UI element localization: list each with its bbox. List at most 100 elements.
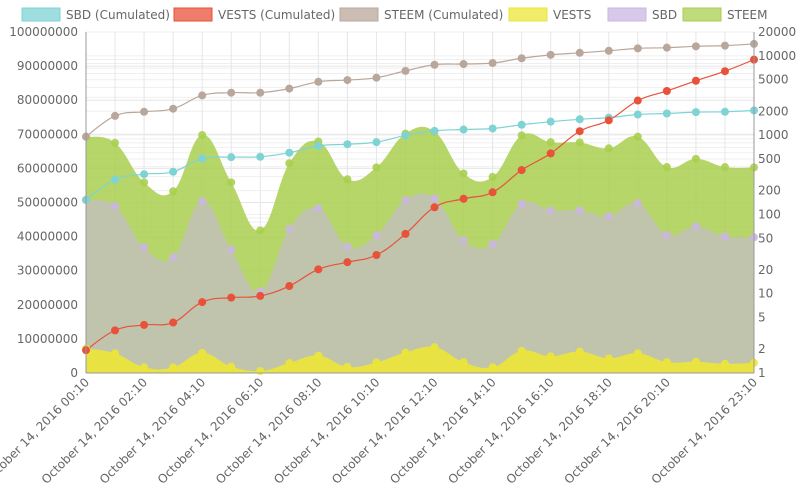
point-steem[interactable] <box>227 178 236 187</box>
point-vests-cumulated[interactable] <box>169 318 178 327</box>
point-steem-cumulated[interactable] <box>720 41 729 50</box>
point-vests[interactable] <box>372 358 381 367</box>
point-sbd-cumulated[interactable] <box>488 124 497 133</box>
point-sbd-cumulated[interactable] <box>575 115 584 124</box>
point-sbd[interactable] <box>140 243 149 252</box>
point-vests[interactable] <box>488 363 497 372</box>
point-vests[interactable] <box>169 363 178 372</box>
point-steem[interactable] <box>604 144 613 153</box>
legend-item-sbd[interactable]: SBD <box>607 7 677 22</box>
point-steem[interactable] <box>140 178 149 187</box>
point-vests[interactable] <box>227 362 236 371</box>
point-vests-cumulated[interactable] <box>372 251 381 260</box>
point-sbd[interactable] <box>633 199 642 208</box>
point-steem[interactable] <box>517 131 526 140</box>
point-steem-cumulated[interactable] <box>430 60 439 69</box>
point-sbd[interactable] <box>227 245 236 254</box>
point-vests[interactable] <box>720 359 729 368</box>
point-sbd-cumulated[interactable] <box>662 109 671 118</box>
point-steem[interactable] <box>285 159 294 168</box>
point-vests[interactable] <box>633 349 642 358</box>
point-steem[interactable] <box>691 154 700 163</box>
point-steem-cumulated[interactable] <box>140 107 149 116</box>
point-sbd[interactable] <box>198 197 207 206</box>
point-vests-cumulated[interactable] <box>546 149 555 158</box>
point-sbd[interactable] <box>459 236 468 245</box>
point-vests[interactable] <box>140 363 149 372</box>
point-sbd[interactable] <box>111 201 120 210</box>
point-sbd[interactable] <box>314 204 323 213</box>
point-vests[interactable] <box>517 346 526 355</box>
point-vests-cumulated[interactable] <box>517 166 526 175</box>
point-sbd[interactable] <box>401 196 410 205</box>
point-vests-cumulated[interactable] <box>459 194 468 203</box>
point-sbd[interactable] <box>430 194 439 203</box>
point-steem[interactable] <box>459 169 468 178</box>
point-vests-cumulated[interactable] <box>430 203 439 212</box>
point-sbd[interactable] <box>169 253 178 262</box>
point-vests[interactable] <box>343 362 352 371</box>
point-vests-cumulated[interactable] <box>604 116 613 125</box>
point-sbd[interactable] <box>517 199 526 208</box>
point-steem-cumulated[interactable] <box>256 88 265 97</box>
point-vests-cumulated[interactable] <box>343 258 352 267</box>
point-sbd-cumulated[interactable] <box>111 175 120 184</box>
point-sbd[interactable] <box>575 206 584 215</box>
point-vests[interactable] <box>401 348 410 357</box>
point-vests[interactable] <box>256 366 265 375</box>
point-steem[interactable] <box>343 175 352 184</box>
point-sbd[interactable] <box>691 222 700 231</box>
point-steem-cumulated[interactable] <box>575 48 584 57</box>
point-steem[interactable] <box>198 130 207 139</box>
point-vests[interactable] <box>459 358 468 367</box>
point-vests-cumulated[interactable] <box>720 67 729 76</box>
point-steem[interactable] <box>256 226 265 235</box>
legend[interactable]: SBD (Cumulated) VESTS (Cumulated) STEEM (C… <box>21 7 767 22</box>
point-sbd[interactable] <box>285 225 294 234</box>
point-vests[interactable] <box>546 352 555 361</box>
point-vests[interactable] <box>430 343 439 352</box>
point-steem-cumulated[interactable] <box>401 66 410 75</box>
point-sbd-cumulated[interactable] <box>169 167 178 176</box>
point-vests-cumulated[interactable] <box>401 229 410 238</box>
point-sbd-cumulated[interactable] <box>343 140 352 149</box>
point-vests-cumulated[interactable] <box>488 188 497 197</box>
point-sbd-cumulated[interactable] <box>372 138 381 147</box>
point-sbd[interactable] <box>343 242 352 251</box>
point-steem[interactable] <box>633 132 642 141</box>
point-vests-cumulated[interactable] <box>140 320 149 329</box>
point-vests-cumulated[interactable] <box>285 282 294 291</box>
point-steem-cumulated[interactable] <box>488 59 497 68</box>
point-sbd[interactable] <box>662 230 671 239</box>
point-sbd-cumulated[interactable] <box>401 131 410 140</box>
point-sbd-cumulated[interactable] <box>546 117 555 126</box>
point-vests[interactable] <box>662 358 671 367</box>
point-steem[interactable] <box>720 163 729 172</box>
point-sbd-cumulated[interactable] <box>430 126 439 135</box>
point-sbd-cumulated[interactable] <box>256 152 265 161</box>
point-steem-cumulated[interactable] <box>517 54 526 63</box>
point-steem-cumulated[interactable] <box>604 46 613 55</box>
point-steem[interactable] <box>488 172 497 181</box>
point-vests[interactable] <box>285 359 294 368</box>
point-sbd-cumulated[interactable] <box>691 108 700 117</box>
point-sbd-cumulated[interactable] <box>517 120 526 129</box>
point-steem-cumulated[interactable] <box>227 88 236 97</box>
point-sbd-cumulated[interactable] <box>198 154 207 163</box>
point-vests[interactable] <box>314 351 323 360</box>
point-sbd-cumulated[interactable] <box>227 153 236 162</box>
point-sbd-cumulated[interactable] <box>285 148 294 157</box>
point-steem[interactable] <box>169 187 178 196</box>
point-vests-cumulated[interactable] <box>256 291 265 300</box>
point-vests-cumulated[interactable] <box>633 96 642 105</box>
point-vests[interactable] <box>198 348 207 357</box>
legend-item-steem[interactable]: STEEM <box>682 7 767 22</box>
point-vests-cumulated[interactable] <box>227 293 236 302</box>
point-steem-cumulated[interactable] <box>546 50 555 59</box>
point-steem-cumulated[interactable] <box>691 42 700 51</box>
point-sbd-cumulated[interactable] <box>314 141 323 150</box>
point-sbd-cumulated[interactable] <box>140 170 149 179</box>
point-steem[interactable] <box>546 138 555 147</box>
point-sbd[interactable] <box>720 232 729 241</box>
point-steem-cumulated[interactable] <box>314 77 323 86</box>
